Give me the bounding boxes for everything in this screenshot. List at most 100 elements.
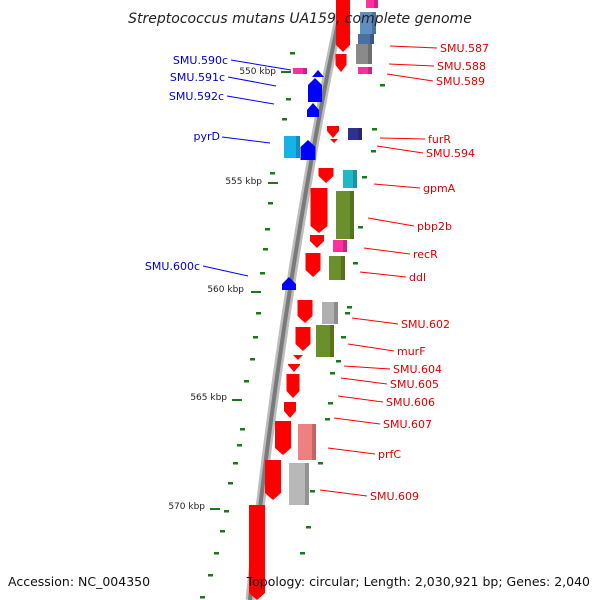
category-box — [322, 302, 338, 324]
connector-forward — [327, 447, 376, 455]
connector-forward — [376, 145, 424, 154]
scale-tick-label: 560 kbp — [207, 285, 244, 295]
connector-forward — [367, 217, 415, 227]
gene-arrow-forward — [286, 374, 300, 398]
gene-label-forward[interactable]: murF — [397, 345, 426, 358]
connector-forward — [388, 63, 435, 67]
gc-skew-track — [200, 52, 385, 599]
category-box-shade — [374, 0, 378, 8]
connector-forward — [337, 395, 384, 403]
connector-forward — [351, 317, 399, 325]
gene-arrow-forward — [275, 421, 291, 455]
category-box-shade — [368, 67, 372, 74]
gc-tick — [345, 312, 350, 315]
category-box — [333, 240, 347, 252]
gc-tick — [240, 428, 245, 431]
label-connectors — [202, 45, 438, 497]
gene-label-forward[interactable]: SMU.588 — [437, 60, 486, 73]
gene-arrow-forward — [265, 460, 281, 500]
gc-tick — [347, 306, 352, 309]
connector-reverse — [230, 59, 292, 71]
gene-arrow-reverse — [307, 103, 319, 117]
gene-label-forward[interactable]: SMU.594 — [426, 147, 475, 160]
scale-tick-label: 555 kbp — [225, 177, 262, 187]
gene-arrow-forward — [288, 364, 300, 372]
gene-arrow-reverse — [282, 277, 296, 290]
gene-label-forward[interactable]: SMU.589 — [436, 75, 485, 88]
connector-forward — [333, 417, 381, 425]
connector-reverse — [221, 136, 271, 144]
category-box — [329, 256, 345, 280]
gene-label-forward[interactable]: SMU.604 — [393, 363, 442, 376]
gc-tick — [362, 176, 367, 179]
gene-label-forward[interactable]: ddl — [409, 271, 426, 284]
gc-tick — [306, 526, 311, 529]
gene-arrow-forward — [335, 54, 347, 72]
gc-tick — [300, 552, 305, 555]
accession-text: Accession: NC_004350 — [8, 574, 150, 589]
gc-tick — [380, 84, 385, 87]
category-box-shade — [312, 424, 316, 460]
gc-tick — [228, 482, 233, 485]
gc-tick — [336, 360, 341, 363]
gene-label-forward[interactable]: SMU.609 — [370, 490, 419, 503]
gc-tick — [208, 574, 213, 577]
category-box-shade — [303, 68, 307, 74]
gene-label-reverse[interactable]: SMU.592c — [169, 90, 224, 103]
gene-label-reverse[interactable]: pyrD — [194, 130, 221, 143]
gene-label-forward[interactable]: furR — [428, 133, 451, 146]
gene-label-forward[interactable]: SMU.587 — [440, 42, 489, 55]
gc-tick — [263, 248, 268, 251]
connector-forward — [389, 45, 438, 49]
category-box — [289, 463, 309, 505]
connector-forward — [373, 183, 421, 189]
gc-tick — [224, 510, 229, 513]
gene-label-forward[interactable]: SMU.605 — [390, 378, 439, 391]
gene-label-forward[interactable]: gpmA — [423, 182, 456, 195]
gc-tick — [328, 402, 333, 405]
gc-tick — [200, 596, 205, 599]
connector-forward — [343, 365, 391, 370]
category-box — [284, 136, 300, 158]
gene-arrow-forward — [249, 505, 265, 600]
category-box-shade — [353, 170, 357, 188]
category-box — [358, 67, 372, 74]
gc-tick — [353, 262, 358, 265]
gc-tick — [341, 336, 346, 339]
gene-label-forward[interactable]: SMU.606 — [386, 396, 435, 409]
connector-reverse — [202, 265, 249, 277]
gc-tick — [325, 418, 330, 421]
connector-reverse — [226, 95, 275, 105]
gc-tick — [310, 490, 315, 493]
scale-ticks: 550 kbp 555 kbp 560 kbp 565 kbp 570 kbp — [168, 67, 291, 512]
gene-arrow-forward — [297, 300, 313, 323]
category-box-shade — [296, 136, 300, 158]
gc-tick — [233, 462, 238, 465]
connector-forward — [363, 247, 411, 255]
gene-label-reverse[interactable]: SMU.591c — [170, 71, 225, 84]
gc-tick — [330, 372, 335, 375]
connector-reverse — [227, 76, 277, 87]
category-box — [360, 12, 376, 34]
category-box — [298, 424, 316, 460]
gene-arrow-reverse — [308, 78, 322, 102]
gene-label-forward[interactable]: SMU.607 — [383, 418, 432, 431]
category-box-shade — [334, 302, 338, 324]
topology-text: Topology: circular; Length: 2,030,921 bp… — [246, 574, 590, 589]
gc-tick — [268, 202, 273, 205]
gene-label-forward[interactable]: prfC — [378, 448, 401, 461]
gene-label-forward[interactable]: recR — [413, 248, 438, 261]
gene-arrow-forward — [336, 0, 350, 52]
gc-tick — [372, 128, 377, 131]
gene-label-forward[interactable]: pbp2b — [417, 220, 452, 233]
gc-tick — [358, 226, 363, 229]
gene-label-reverse[interactable]: SMU.600c — [145, 260, 200, 273]
gene-label-reverse[interactable]: SMU.590c — [173, 54, 228, 67]
category-box — [358, 34, 374, 44]
category-box-shade — [368, 44, 372, 64]
gene-arrow-forward — [295, 327, 311, 351]
scale-tick-label: 550 kbp — [239, 67, 276, 77]
gene-label-forward[interactable]: SMU.602 — [401, 318, 450, 331]
scale-tick-label: 565 kbp — [190, 393, 227, 403]
